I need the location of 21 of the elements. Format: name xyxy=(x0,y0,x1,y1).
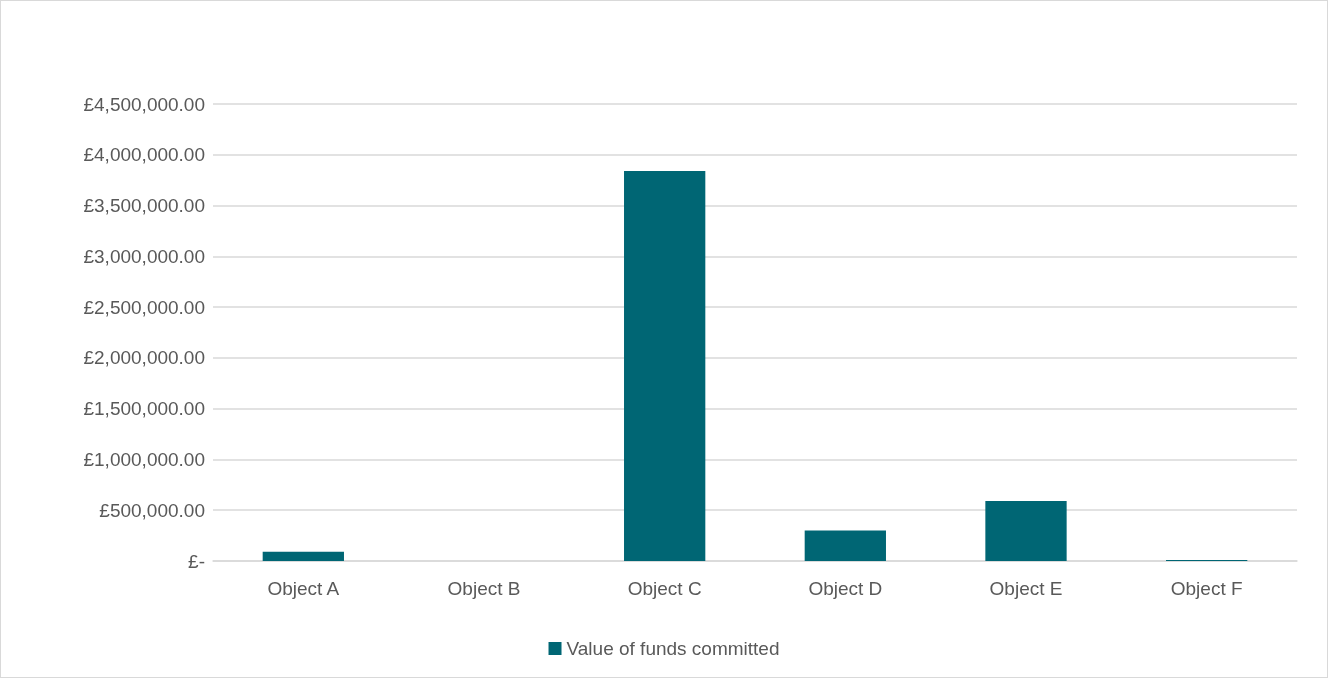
y-tick-label: £1,500,000.00 xyxy=(83,398,205,420)
legend-label: Value of funds committed xyxy=(566,638,780,659)
y-tick-label: £4,000,000.00 xyxy=(83,144,205,166)
y-tick-label: £3,000,000.00 xyxy=(83,245,205,267)
x-tick-label: Object C xyxy=(627,578,702,599)
x-tick-label: Object B xyxy=(447,578,521,599)
y-tick-label: £4,500,000.00 xyxy=(83,93,205,115)
bar xyxy=(804,530,886,561)
x-tick-label: Object D xyxy=(808,578,883,599)
bar xyxy=(262,551,344,561)
y-tick-label: £2,000,000.00 xyxy=(83,347,205,369)
bar xyxy=(985,501,1067,561)
y-tick-label: £500,000.00 xyxy=(99,499,205,521)
y-tick-label: £- xyxy=(188,550,205,572)
x-tick-label: Object A xyxy=(267,578,340,599)
y-tick-label: £3,500,000.00 xyxy=(83,195,205,217)
x-tick-label: Object F xyxy=(1170,578,1243,599)
y-tick-label: £2,500,000.00 xyxy=(83,296,205,318)
x-tick-label: Object E xyxy=(989,578,1063,599)
bar xyxy=(624,171,706,561)
y-tick-label: £1,000,000.00 xyxy=(83,448,205,470)
